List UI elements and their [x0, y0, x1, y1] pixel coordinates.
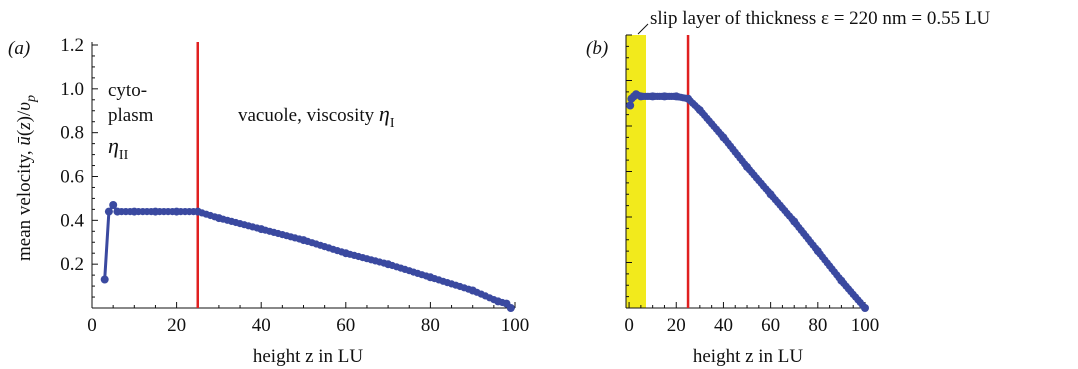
- panel-label-b: (b): [586, 38, 608, 59]
- annotation-cyto: cyto-: [108, 80, 147, 101]
- vacuole-text: vacuole, viscosity: [238, 105, 379, 126]
- y-tick-label: 0.4: [60, 210, 84, 231]
- y-label-part: mean velocity,: [14, 146, 35, 261]
- annotation-vacuole: vacuole, viscosity ηI: [238, 101, 395, 131]
- y-axis-label: mean velocity, ū(z)/υp: [14, 95, 39, 261]
- slip-layer-pointer: [637, 23, 649, 35]
- y-tick-label: 1.0: [60, 79, 84, 100]
- data-point: [626, 101, 635, 110]
- panel-a-axes: [91, 42, 516, 309]
- panel-b-axes: [625, 34, 866, 309]
- x-tick-label: 60: [761, 315, 780, 336]
- panel-b-tick-labels: 0 20 40 60 80 100: [624, 315, 879, 336]
- x-tick-label: 20: [667, 315, 686, 336]
- eta-symbol: η: [108, 133, 119, 158]
- y-tick-label: 0.2: [60, 254, 84, 275]
- x-tick-label: 80: [421, 315, 440, 336]
- data-point: [506, 304, 515, 312]
- y-label-subscript: p: [24, 95, 39, 103]
- data-point: [100, 275, 109, 284]
- vacuole-subscript: I: [390, 116, 395, 131]
- annotation-plasm: plasm: [108, 105, 154, 126]
- x-tick-label: 20: [167, 315, 186, 336]
- panel-a: (a) 0 20 40 60 80 100 0.2 0.4 0.6 0.8 1.0 1.2 mean …: [8, 35, 529, 367]
- series-line: [103, 202, 512, 310]
- x-axis-label-b: height z in LU: [693, 346, 804, 367]
- panel-b-data-points: [626, 90, 869, 312]
- y-label-part: υ: [14, 102, 35, 111]
- data-point: [109, 201, 118, 209]
- series-line: [628, 92, 867, 309]
- vacuole-eta: η: [379, 101, 390, 126]
- slip-layer-label: slip layer of thickness ε = 220 nm = 0.5…: [650, 8, 991, 29]
- panel-a-tick-labels: 0 20 40 60 80 100 0.2 0.4 0.6 0.8 1.0 1.2: [60, 35, 529, 336]
- annotation-eta-II: ηII: [108, 133, 129, 163]
- eta-subscript: II: [119, 148, 129, 163]
- y-label-part: z: [14, 122, 35, 131]
- x-tick-label: 40: [714, 315, 733, 336]
- x-tick-label: 40: [252, 315, 271, 336]
- y-tick-label: 1.2: [60, 35, 84, 56]
- y-label-part: )/: [14, 110, 35, 122]
- panel-label-a: (a): [8, 38, 30, 59]
- x-tick-label: 0: [87, 315, 97, 336]
- y-label-part: (: [14, 130, 35, 136]
- x-tick-label: 100: [851, 315, 880, 336]
- y-label-part: ū: [14, 136, 35, 146]
- y-tick-label: 0.6: [60, 167, 84, 188]
- x-axis-label-a: height z in LU: [253, 346, 364, 367]
- data-point: [104, 207, 113, 216]
- y-tick-label: 0.8: [60, 123, 84, 144]
- panel-b: (b) 0 20 40 60 80 100 height z in LU slip lay…: [586, 8, 991, 367]
- x-tick-label: 80: [808, 315, 827, 336]
- panel-a-data-points: [100, 201, 515, 312]
- x-tick-label: 0: [624, 315, 634, 336]
- data-point: [861, 304, 869, 312]
- x-tick-label: 100: [501, 315, 530, 336]
- x-tick-label: 60: [336, 315, 355, 336]
